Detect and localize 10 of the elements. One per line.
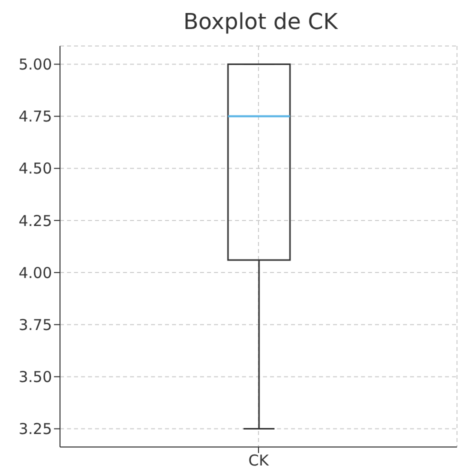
y-tick-label: 4.00 — [18, 264, 52, 282]
x-tick-label: CK — [248, 452, 270, 470]
y-tick-label: 3.50 — [18, 368, 52, 386]
y-tick-label: 4.25 — [18, 212, 52, 230]
chart-title: Boxplot de CK — [182, 10, 339, 35]
y-tick-label: 5.00 — [18, 56, 52, 74]
y-tick-label: 3.25 — [18, 420, 52, 438]
y-tick-label: 4.50 — [18, 160, 52, 178]
y-tick-label: 4.75 — [18, 108, 52, 126]
y-tick-label: 3.75 — [18, 316, 52, 334]
